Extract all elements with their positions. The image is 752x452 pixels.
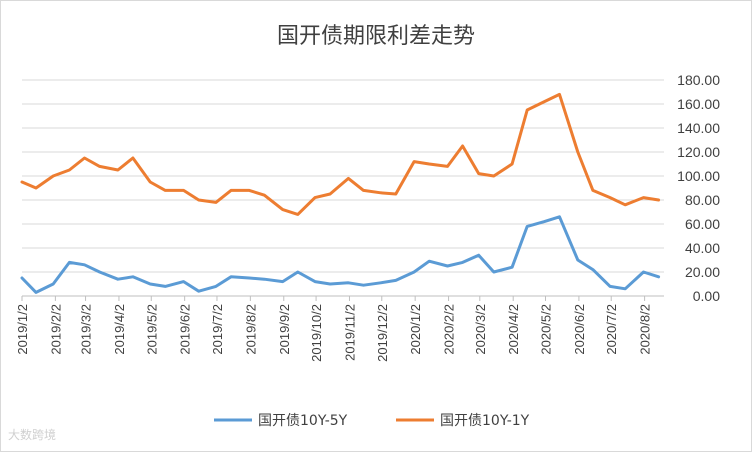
y-tick-label: 120.00 [677, 144, 720, 160]
x-tick-label: 2020/2/2 [442, 304, 457, 355]
x-tick-label: 2019/1/2 [15, 304, 30, 355]
x-tick-label: 2019/10/2 [309, 304, 324, 362]
x-tick-label: 2019/12/2 [375, 304, 390, 362]
series-line-2 [20, 92, 661, 216]
x-tick-label: 2020/8/2 [638, 304, 653, 355]
gridlines [22, 79, 664, 297]
y-tick-label: 20.00 [685, 264, 720, 280]
x-tick-label: 2020/4/2 [506, 304, 521, 355]
x-tick-label: 2019/7/2 [210, 304, 225, 355]
y-tick-label: 60.00 [685, 216, 720, 232]
x-axis: 2019/1/2 2019/2/2 2019/3/2 2019/4/2 2019/5/2… [15, 295, 664, 362]
chart-title: 国开债期限利差走势 [276, 24, 475, 49]
x-tick-label: 2020/6/2 [572, 304, 587, 355]
x-tick-label: 2019/4/2 [112, 304, 127, 355]
x-tick-label: 2019/11/2 [342, 304, 357, 361]
x-tick-label: 2019/9/2 [277, 304, 292, 355]
x-tick-label: 2020/3/2 [473, 304, 488, 355]
x-tick-label: 2019/8/2 [243, 304, 258, 355]
x-tick-label: 2020/7/2 [604, 304, 619, 355]
x-tick-label: 2020/5/2 [539, 304, 554, 355]
series-lines [20, 92, 661, 294]
legend: 国开债10Y-5Y 国开债10Y-1Y [214, 413, 530, 429]
y-tick-label: 140.00 [677, 120, 720, 136]
series-line-1 [20, 215, 661, 294]
legend-label-2: 国开债10Y-1Y [440, 413, 530, 429]
y-tick-label: 180.00 [677, 72, 720, 88]
y-axis-ticks: 180.00 160.00 140.00 120.00 100.00 80.00 60.00… [677, 72, 720, 304]
legend-label-1: 国开债10Y-5Y [258, 413, 348, 429]
y-tick-label: 100.00 [677, 168, 720, 184]
x-tick-label: 2019/3/2 [79, 304, 94, 355]
y-tick-label: 0.00 [693, 288, 720, 304]
y-tick-label: 160.00 [677, 96, 720, 112]
watermark-logo: 大数跨境 [8, 428, 57, 442]
x-tick-label: 2020/1/2 [408, 304, 423, 355]
y-tick-label: 80.00 [685, 192, 720, 208]
y-tick-label: 40.00 [685, 240, 720, 256]
x-tick-label: 2019/5/2 [144, 304, 159, 355]
x-tick-label: 2019/6/2 [178, 304, 193, 355]
x-tick-label: 2019/2/2 [48, 304, 63, 355]
